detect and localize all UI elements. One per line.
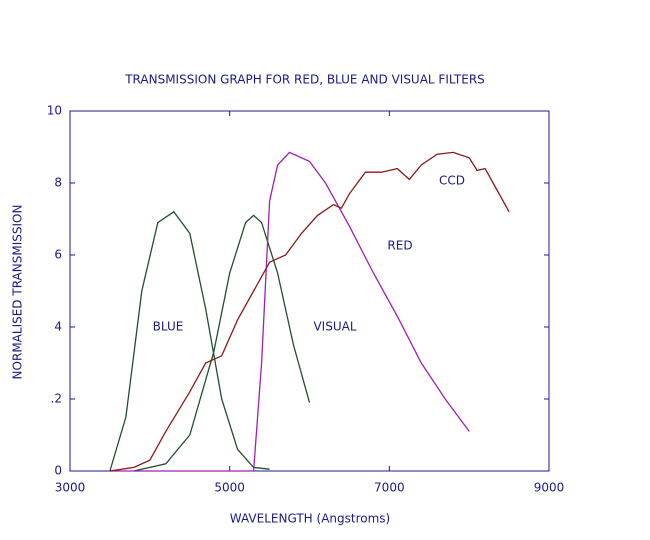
- x-tick-label: 5000: [214, 481, 245, 495]
- series-line: [133, 214, 311, 472]
- y-tick-label: 6: [54, 248, 62, 262]
- x-tick-label: 9000: [534, 481, 565, 495]
- x-axis-label: WAVELENGTH (Angstroms): [230, 512, 390, 526]
- y-tick-label: 10: [47, 104, 62, 118]
- y-tick-label: 0: [54, 464, 62, 478]
- x-tick-label: 3000: [55, 481, 86, 495]
- y-tick-label: 4: [54, 320, 62, 334]
- plot-frame: [69, 110, 550, 472]
- y-tick-label: 8: [54, 176, 62, 190]
- y-axis-label: NORMALISED TRANSMISSION: [11, 205, 25, 380]
- y-tick-label: .2: [51, 392, 62, 406]
- series-label: BLUE: [153, 320, 184, 334]
- series-line: [109, 210, 270, 472]
- series-label: RED: [387, 239, 412, 253]
- chart-title: TRANSMISSION GRAPH FOR RED, BLUE AND VIS…: [124, 73, 485, 87]
- series-label: VISUAL: [313, 320, 356, 334]
- series-line: [109, 151, 510, 472]
- series-label: CCD: [439, 174, 465, 188]
- series-line: [109, 151, 470, 472]
- x-tick-label: 7000: [374, 481, 405, 495]
